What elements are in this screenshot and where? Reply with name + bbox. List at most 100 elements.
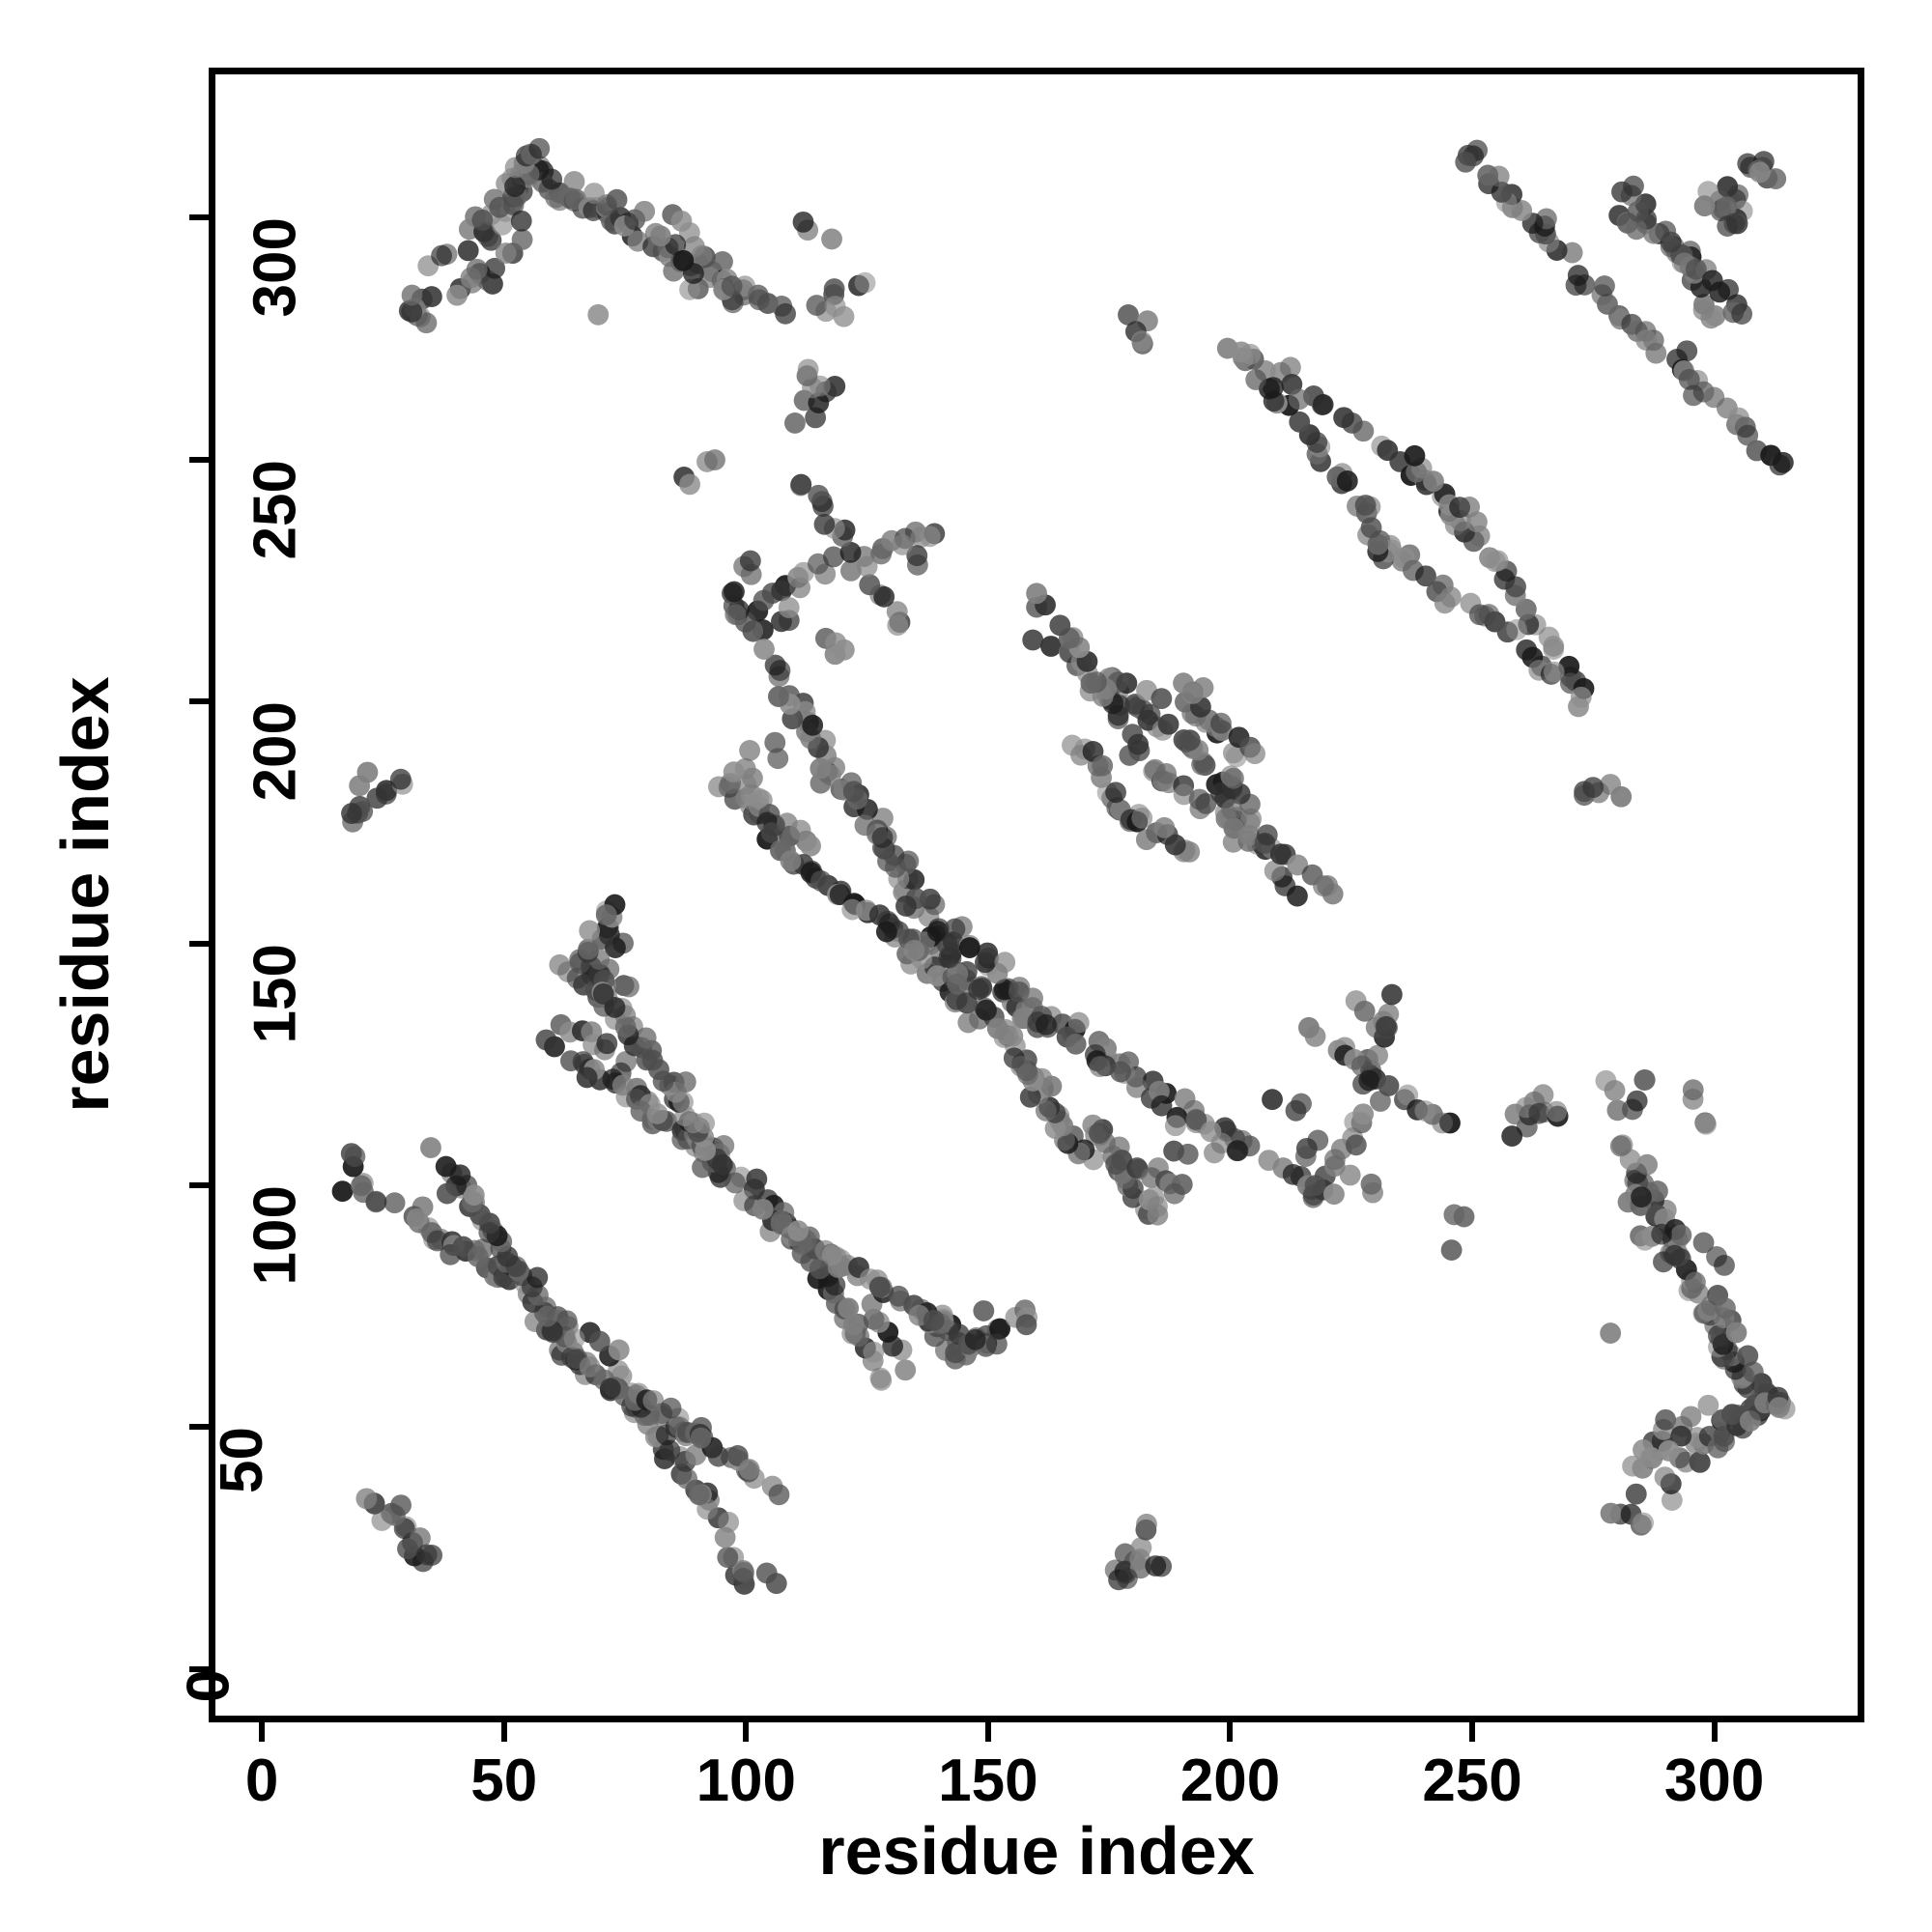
scatter-point <box>1697 1394 1719 1416</box>
scatter-point <box>778 597 800 618</box>
scatter-point <box>1731 303 1753 325</box>
scatter-point <box>1269 843 1292 866</box>
scatter-point <box>1682 1079 1704 1101</box>
scatter-point <box>1625 1483 1647 1505</box>
x-tick-label-50: 50 <box>470 1747 538 1814</box>
scatter-point <box>1655 1408 1677 1431</box>
scatter-point <box>1345 990 1367 1011</box>
scatter-point <box>384 1192 406 1214</box>
scatter-point <box>868 1276 891 1298</box>
scatter-point <box>1238 824 1260 846</box>
scatter-point <box>341 803 362 824</box>
scatter-point <box>859 574 881 596</box>
scatter-point <box>1221 799 1243 821</box>
scatter-point <box>854 271 876 294</box>
scatter-point <box>1358 1069 1380 1092</box>
scatter-point <box>1477 164 1499 186</box>
scatter-point <box>599 1378 621 1400</box>
scatter-point <box>375 783 397 805</box>
scatter-point <box>652 1070 674 1093</box>
scatter-point <box>814 563 837 585</box>
scatter-point <box>1685 258 1707 280</box>
scatter-point <box>355 1488 378 1510</box>
scatter-point <box>588 1330 611 1352</box>
scatter-point <box>1415 565 1436 587</box>
scatter-point <box>1244 743 1265 765</box>
scatter-point <box>1189 798 1211 820</box>
scatter-point <box>1708 1324 1729 1347</box>
scatter-point <box>964 1328 986 1350</box>
scatter-point <box>895 1359 917 1381</box>
scatter-point <box>618 976 639 998</box>
scatter-point <box>1622 1455 1643 1477</box>
scatter-point <box>1339 1164 1361 1186</box>
scatter-point <box>634 200 656 222</box>
scatter-point <box>810 772 832 794</box>
scatter-point <box>768 686 789 707</box>
x-tick-label-300: 300 <box>1663 1747 1765 1814</box>
scatter-point <box>888 1285 910 1307</box>
scatter-point <box>1135 829 1157 851</box>
scatter-point <box>630 1100 652 1122</box>
scatter-point <box>767 748 789 770</box>
scatter-point <box>1323 1183 1345 1206</box>
scatter-point <box>1145 1555 1167 1577</box>
scatter-point <box>452 1236 474 1258</box>
scatter-point <box>1080 672 1102 695</box>
scatter-point <box>1737 1345 1759 1367</box>
scatter-point <box>526 1266 549 1289</box>
scatter-point <box>679 278 700 300</box>
scatter-point <box>1105 781 1126 804</box>
scatter-point <box>753 639 775 660</box>
scatter-point <box>1600 1502 1622 1524</box>
scatter-point <box>576 1066 598 1089</box>
scatter-point <box>1019 1086 1041 1108</box>
scatter-point <box>1163 1182 1185 1205</box>
scatter-point <box>958 937 980 958</box>
x-tick-150 <box>984 1722 991 1742</box>
scatter-point <box>724 581 745 603</box>
scatter-point <box>1151 688 1173 710</box>
scatter-point <box>1432 1112 1454 1134</box>
scatter-point <box>390 1494 412 1517</box>
scatter-point <box>1264 860 1286 882</box>
scatter-point <box>1600 1322 1622 1344</box>
scatter-point <box>1288 388 1310 411</box>
scatter-point <box>1414 1100 1436 1122</box>
scatter-point <box>1367 533 1389 555</box>
scatter-point <box>1606 1099 1629 1122</box>
scatter-point <box>971 977 993 999</box>
scatter-point <box>676 1467 698 1490</box>
scatter-point <box>1370 1091 1391 1112</box>
scatter-point <box>1049 614 1071 637</box>
scatter-point <box>563 171 585 192</box>
scatter-point <box>1307 1129 1329 1151</box>
scatter-point <box>1570 686 1592 708</box>
scatter-point <box>927 918 950 940</box>
scatter-point <box>895 895 917 917</box>
scatter-point <box>1685 1271 1706 1293</box>
scatter-point <box>825 632 847 654</box>
x-tick-label-200: 200 <box>1179 1747 1281 1814</box>
scatter-point <box>612 932 634 954</box>
scatter-point <box>1279 356 1301 379</box>
scatter-point <box>1678 368 1700 390</box>
y-tick-150 <box>189 940 209 947</box>
scatter-point <box>1723 213 1746 235</box>
scatter-point <box>1636 1153 1658 1176</box>
scatter-point <box>717 1547 739 1569</box>
scatter-point <box>426 1230 448 1252</box>
scatter-point <box>746 1168 768 1190</box>
scatter-point <box>752 1198 774 1220</box>
scatter-point <box>1040 636 1062 657</box>
scatter-point <box>583 183 605 204</box>
y-tick-0 <box>189 1665 209 1672</box>
scatter-point <box>1026 582 1048 605</box>
scatter-point <box>484 257 506 279</box>
scatter-point <box>792 211 814 233</box>
x-tick-label-150: 150 <box>938 1747 1038 1814</box>
y-tick-label-50: 50 <box>208 1427 275 1494</box>
scatter-point <box>480 229 502 251</box>
scatter-point <box>1105 1153 1127 1176</box>
